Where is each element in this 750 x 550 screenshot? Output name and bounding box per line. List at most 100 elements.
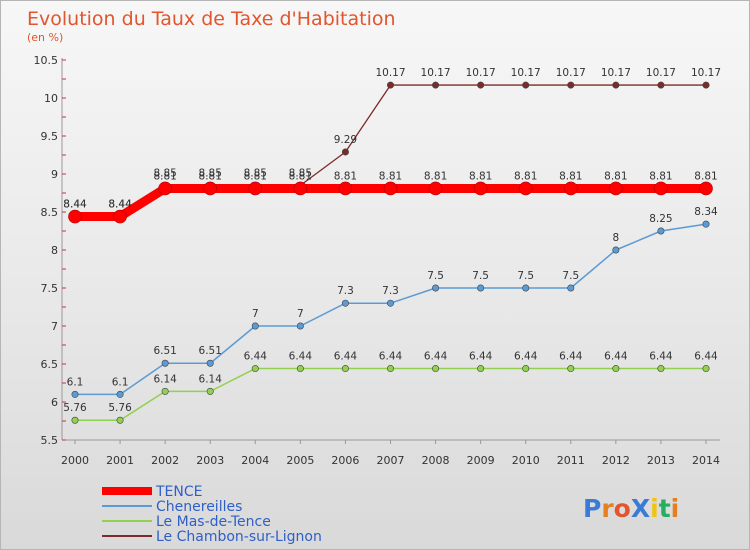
x-tick-label: 2002: [151, 454, 179, 467]
x-tick-label: 2012: [602, 454, 630, 467]
data-point: [203, 181, 218, 196]
data-point: [113, 209, 127, 224]
series-le-chambon-sur-lignon: [71, 81, 710, 221]
axes: 5.5 6 6.5 7 7.5 8 8.5 9 9.5 10 10.5 2000 2001 2002 200…: [34, 54, 720, 467]
series-tence: [68, 181, 713, 224]
y-tick-label: 10: [44, 92, 58, 105]
data-label: 7.3: [382, 285, 399, 297]
x-tick-label: 2007: [377, 454, 405, 467]
data-label: 8.81: [153, 170, 176, 182]
data-label: 10.17: [646, 67, 676, 79]
data-label: 6.14: [153, 373, 177, 385]
x-tick-label: 2003: [196, 454, 224, 467]
data-point: [702, 81, 710, 89]
data-point: [522, 365, 530, 373]
logo-letter: o: [614, 494, 631, 523]
data-point: [702, 365, 710, 373]
data-label: 8.44: [63, 199, 87, 211]
data-point: [116, 390, 124, 398]
data-point: [657, 227, 665, 235]
data-point: [71, 416, 79, 424]
data-point: [477, 81, 485, 89]
data-label: 6.14: [199, 373, 223, 385]
x-tick-label: 2014: [692, 454, 720, 467]
data-label: 8.81: [334, 170, 357, 182]
x-tick-label: 2010: [512, 454, 540, 467]
data-label: 6.44: [694, 351, 718, 363]
chart-subtitle: (en %): [27, 31, 63, 44]
x-tick-label: 2009: [467, 454, 495, 467]
data-label: 8.44: [63, 199, 87, 211]
data-point: [518, 181, 533, 196]
data-point: [473, 181, 488, 196]
data-label: 10.17: [375, 67, 405, 79]
data-label: 8.81: [604, 170, 627, 182]
data-label: 7: [252, 308, 259, 320]
logo-letter: t: [659, 494, 671, 523]
data-label: 6.44: [334, 351, 358, 363]
x-tick-label: 2006: [331, 454, 359, 467]
data-label: 8.81: [424, 170, 447, 182]
data-point: [612, 246, 620, 254]
data-label: 8.81: [244, 170, 267, 182]
data-label: 7.5: [517, 270, 534, 282]
data-point: [161, 359, 169, 367]
data-point: [251, 322, 259, 330]
data-label: 10.17: [556, 67, 586, 79]
data-label: 6.44: [514, 351, 538, 363]
series-layer: 5.76 5.76 6.14 6.14 6.44 6.44 6.44 6.44 6.44 6.44…: [63, 67, 721, 424]
data-label: 6.44: [469, 351, 493, 363]
y-tick-label: 8.5: [41, 206, 59, 219]
y-tick-label: 6.5: [41, 358, 59, 371]
series-le-mas-de-tence: [71, 365, 710, 424]
y-tick-label: 9.5: [41, 130, 59, 143]
data-point: [341, 365, 349, 373]
series-chenereilles: [71, 220, 710, 398]
data-point: [341, 148, 349, 156]
data-label: 8.85: [199, 167, 222, 179]
data-label: 5.76: [108, 402, 132, 414]
data-label: 8.85: [244, 167, 267, 179]
logo-letter: r: [601, 494, 614, 523]
y-tick-label: 5.5: [41, 434, 59, 447]
x-tick-label: 2004: [241, 454, 269, 467]
logo-letter: i: [650, 494, 659, 523]
data-label: 8.44: [108, 199, 132, 211]
data-point: [563, 181, 578, 196]
series-line: [74, 84, 707, 218]
data-label: 8.81: [559, 170, 582, 182]
legend-label: TENCE: [155, 484, 203, 500]
data-point: [296, 322, 304, 330]
data-point: [293, 181, 308, 196]
data-label: 8.85: [289, 167, 312, 179]
data-label: 10.17: [466, 67, 496, 79]
legend-label: Le Mas-de-Tence: [156, 514, 271, 530]
data-point: [657, 365, 665, 373]
y-tick-label: 9: [51, 168, 58, 181]
data-label: 10.17: [691, 67, 721, 79]
data-label: 6.44: [289, 351, 313, 363]
logo-letter: X: [631, 494, 650, 523]
data-label: 8.81: [514, 170, 537, 182]
data-point: [567, 81, 575, 89]
data-point: [432, 81, 440, 89]
x-tick-label: 2011: [557, 454, 585, 467]
data-label: 6.44: [604, 351, 628, 363]
logo-letter: P: [583, 494, 601, 523]
data-label: 8.85: [153, 167, 176, 179]
legend-label: Le Chambon-sur-Lignon: [156, 529, 322, 545]
data-point: [702, 220, 710, 228]
data-label: 10.17: [511, 67, 541, 79]
data-point: [68, 209, 82, 224]
data-point: [386, 299, 394, 307]
data-point: [522, 284, 530, 292]
logo-letter: i: [671, 494, 680, 523]
data-point: [428, 181, 443, 196]
data-label: 6.51: [153, 345, 176, 357]
legend-label: Chenereilles: [156, 499, 242, 515]
data-label: 7.5: [562, 270, 579, 282]
y-tick-label: 6: [51, 396, 58, 409]
